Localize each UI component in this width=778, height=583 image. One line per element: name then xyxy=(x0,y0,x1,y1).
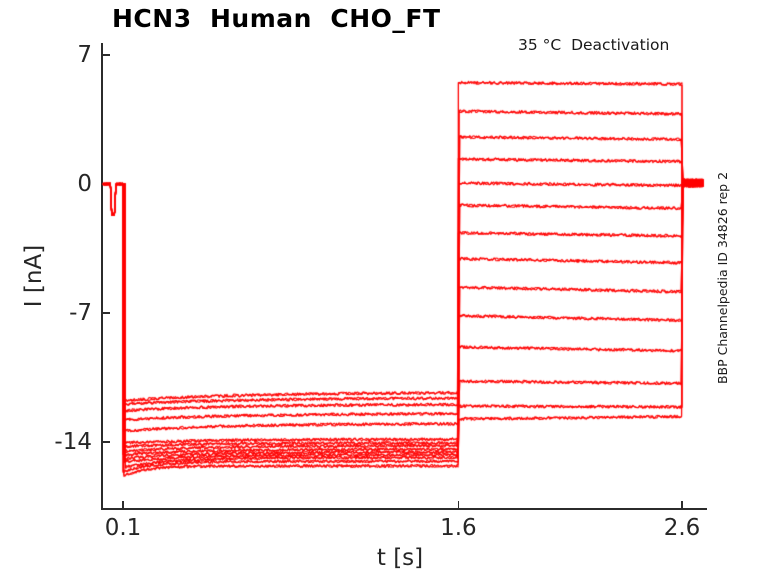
current-traces-plot xyxy=(0,0,778,583)
figure: HCN3 Human CHO_FT 35 °C Deactivation I [… xyxy=(0,0,778,583)
